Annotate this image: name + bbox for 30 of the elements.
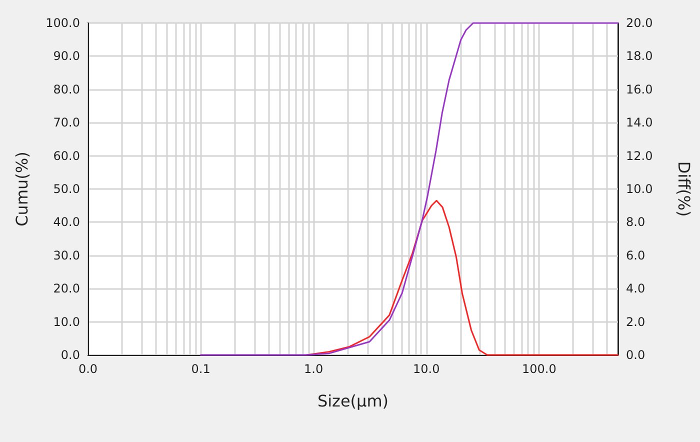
x-tick-label: 1.0 [304,362,324,376]
y2-tick-label: 10.0 [626,182,653,196]
x-tick-label: 0.0 [78,362,98,376]
y-tick-label: 70.0 [53,116,80,130]
y-axis-title: Cumu(%) [12,152,32,226]
y2-tick-label: 14.0 [626,116,653,130]
x-tick-label: 10.0 [413,362,440,376]
y-tick-label: 90.0 [53,49,80,64]
x-tick-label: 100.0 [522,362,556,376]
y-tick-label: 30.0 [53,248,80,262]
x-axis-title: Size(μm) [317,392,389,410]
y-tick-label: 40.0 [53,215,80,230]
y-tick-label: 10.0 [53,314,80,329]
x-tick-label: 0.1 [191,362,210,376]
y-tick-label: 20.0 [53,282,80,296]
y2-tick-label: 4.0 [626,282,646,296]
y-tick-label: 60.0 [53,148,80,163]
y-tick-label: 50.0 [53,182,80,196]
y2-tick-label: 16.0 [626,82,653,96]
y2-tick-label: 6.0 [626,248,646,262]
y2-tick-label: 8.0 [626,215,646,230]
y2-tick-label: 18.0 [626,49,653,64]
y2-tick-label: 12.0 [626,148,653,163]
y2-tick-label: 2.0 [626,314,646,329]
y2-tick-label: 20.0 [626,16,653,30]
y-tick-label: 80.0 [53,82,80,96]
y2-axis-title: Diff(%) [674,161,694,217]
y-tick-label: 100.0 [46,16,80,30]
y2-tick-label: 0.0 [626,348,646,362]
y-tick-label: 0.0 [60,348,80,362]
